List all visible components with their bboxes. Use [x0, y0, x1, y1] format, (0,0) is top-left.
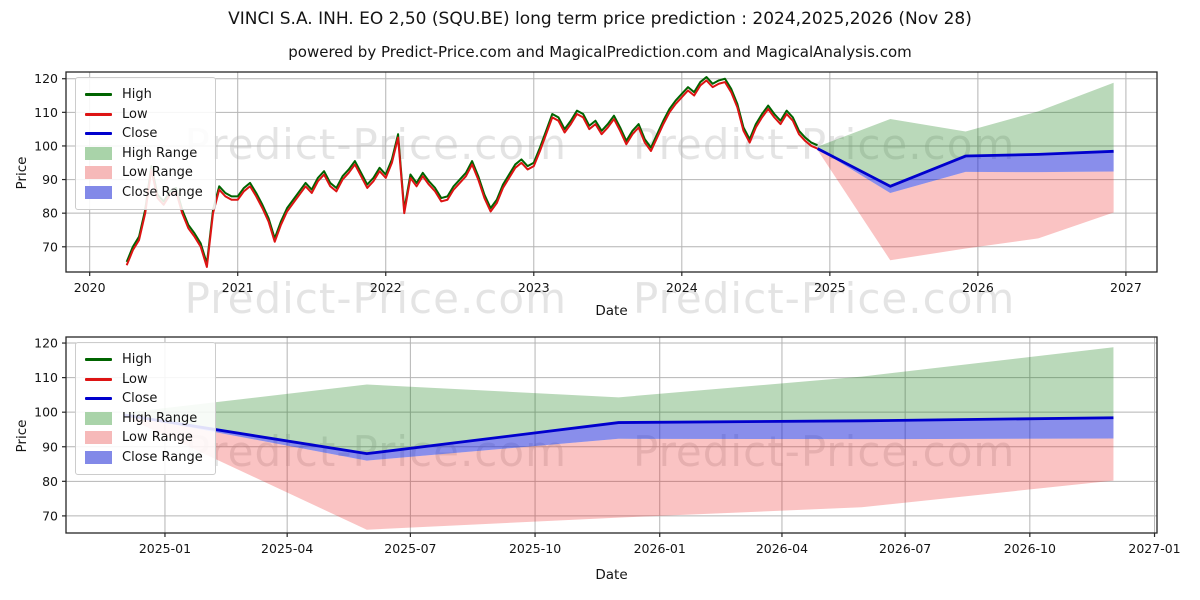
high-range-swatch-icon [85, 411, 112, 425]
x-tick-label: 2026-07 [879, 541, 931, 556]
y-axis-label-price: Price [14, 419, 30, 453]
forecast-close-line [816, 147, 1114, 188]
x-tick-label: 2023 [518, 280, 550, 295]
x-tick-label: 2027-01 [1128, 541, 1180, 556]
low-swatch-icon [85, 112, 112, 116]
y-tick-label: 110 [34, 105, 58, 120]
history-high-line [125, 76, 818, 265]
legend-item: Close Range [85, 183, 203, 203]
x-axis-label-date: Date [595, 303, 628, 319]
close-range-swatch-icon [85, 450, 112, 464]
forecast-close-line [123, 413, 1114, 456]
bottom-chart: 2025-01 2025-04 2025-07 2025-10 2026-01 2026-… [34, 336, 1181, 556]
legend-item: High Range [85, 144, 203, 164]
history-low-line [125, 79, 818, 268]
legend-item: Close Range [85, 448, 203, 468]
legend-item: Low Range [85, 428, 203, 448]
high-range-swatch-icon [85, 146, 112, 160]
legend-item-label: Close Range [122, 184, 203, 200]
legend-item-label: Close [122, 391, 158, 407]
y-tick-label: 70 [42, 239, 58, 254]
y-tick-label: 120 [34, 71, 58, 86]
legend-item-label: Close Range [122, 449, 203, 465]
legend: High Low Close High Range Low Range Close Ran… [75, 342, 216, 475]
close-swatch-icon [85, 397, 112, 401]
x-tick-label: 2025-04 [261, 541, 313, 556]
close-range-swatch-icon [85, 185, 112, 199]
legend-item: Close [85, 124, 203, 144]
y-tick-label: 80 [42, 474, 58, 489]
x-axis-label-date: Date [595, 567, 628, 583]
legend-item: Low [85, 105, 203, 125]
close-range-area [817, 148, 1114, 194]
legend-item-label: Low Range [122, 165, 193, 181]
y-axis-label-price: Price [14, 156, 30, 190]
x-tick-label: 2020 [74, 280, 106, 295]
y-tick-label: 90 [42, 439, 58, 454]
legend-item-label: High [122, 352, 152, 368]
y-tick-label: 100 [34, 405, 58, 420]
y-tick-label: 80 [42, 206, 58, 221]
legend-item: High Range [85, 409, 203, 429]
legend: High Low Close High Range Low Range Close Ran… [75, 77, 216, 210]
high-swatch-icon [85, 93, 112, 97]
legend-item-label: High Range [122, 410, 198, 426]
low-range-area [817, 148, 1114, 261]
x-tick-label: 2025-07 [384, 541, 436, 556]
legend-item: High [85, 85, 203, 105]
low-range-swatch-icon [85, 166, 112, 180]
x-tick-label: 2025 [814, 280, 846, 295]
legend-item: Low Range [85, 163, 203, 183]
chart-title: VINCI S.A. INH. EO 2,50 (SQU.BE) long te… [228, 9, 972, 29]
legend-item: Close [85, 389, 203, 409]
x-tick-label: 2021 [222, 280, 254, 295]
low-range-swatch-icon [85, 431, 112, 445]
x-tick-label: 2024 [666, 280, 698, 295]
high-swatch-icon [85, 358, 112, 362]
legend-item: High [85, 350, 203, 370]
y-tick-label: 110 [34, 370, 58, 385]
top-chart: 2020 2021 2022 2023 2024 2025 2026 2027 70 80 90 10… [34, 71, 1158, 295]
x-tick-label: 2026 [962, 280, 994, 295]
legend-item-label: High [122, 87, 152, 103]
legend-item: Low [85, 370, 203, 390]
legend-item-label: Low [122, 371, 148, 387]
legend-item-label: High Range [122, 145, 198, 161]
x-tick-label: 2025-10 [509, 541, 561, 556]
y-tick-label: 90 [42, 172, 58, 187]
high-range-area [123, 347, 1114, 454]
low-swatch-icon [85, 377, 112, 381]
high-range-area [817, 82, 1114, 187]
x-tick-label: 2026-10 [1004, 541, 1056, 556]
close-swatch-icon [85, 132, 112, 136]
x-tick-label: 2022 [370, 280, 402, 295]
y-tick-label: 120 [34, 336, 58, 351]
low-range-area [123, 414, 1114, 530]
legend-item-label: Close [122, 126, 158, 142]
close-range-area [123, 414, 1114, 461]
plot-border [65, 71, 1158, 273]
x-tick-label: 2027 [1110, 280, 1142, 295]
x-tick-label: 2025-01 [139, 541, 191, 556]
chart-subtitle: powered by Predict-Price.com and Magical… [288, 43, 912, 61]
plot-border [65, 336, 1158, 534]
x-tick-label: 2026-01 [634, 541, 686, 556]
x-tick-label: 2026-04 [756, 541, 808, 556]
legend-item-label: Low Range [122, 430, 193, 446]
y-tick-label: 70 [42, 508, 58, 523]
legend-item-label: Low [122, 106, 148, 122]
y-tick-label: 100 [34, 138, 58, 153]
